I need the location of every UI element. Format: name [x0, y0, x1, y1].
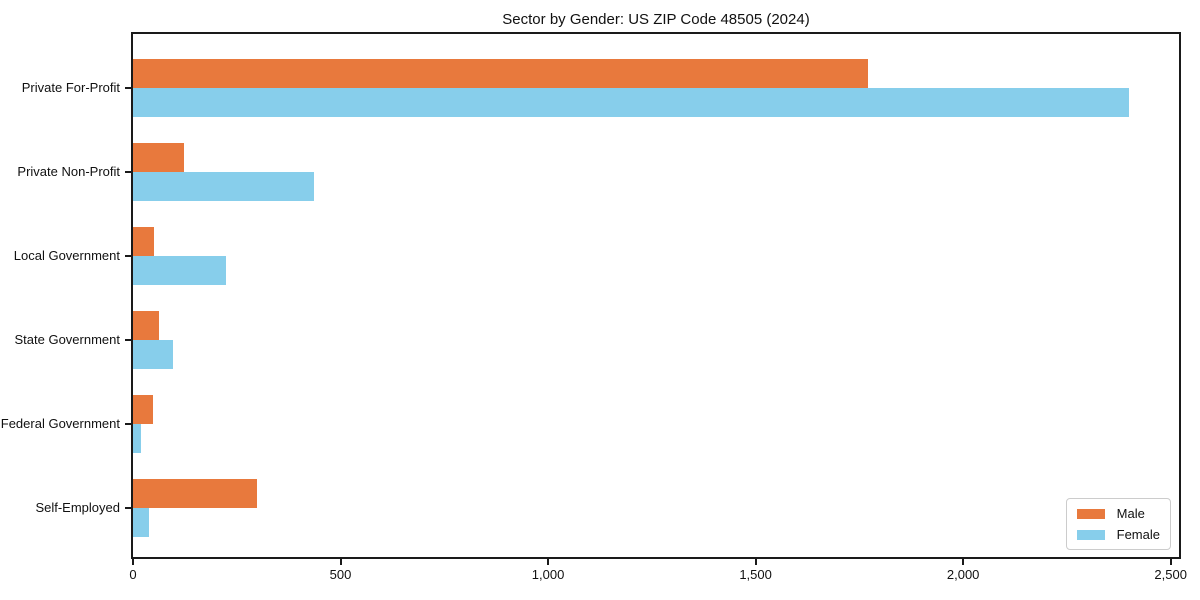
legend: Male Female [1065, 498, 1171, 550]
x-tick-label: 2,000 [946, 567, 980, 582]
x-tick-label: 1,000 [531, 567, 565, 582]
x-tick [132, 559, 134, 565]
y-tick [125, 423, 131, 425]
bar-female-4 [133, 340, 173, 369]
bar-male-1 [133, 59, 868, 88]
x-tick [1169, 559, 1172, 565]
category-label: State Government [14, 332, 121, 347]
bar-male-6 [133, 479, 257, 508]
y-tick [125, 339, 131, 341]
y-tick [125, 507, 131, 509]
category-label: Local Government [13, 248, 120, 263]
bar-male-5 [133, 395, 154, 424]
x-tick-label: 0 [129, 567, 137, 582]
y-tick [125, 171, 131, 173]
legend-entry-female: Female [1076, 527, 1160, 542]
y-tick [125, 87, 131, 89]
bar-female-3 [133, 256, 226, 285]
bar-female-5 [133, 424, 141, 453]
legend-swatch-male [1076, 508, 1105, 519]
x-tick [547, 559, 550, 565]
bar-female-6 [133, 508, 149, 537]
plot-area: Male Female [131, 32, 1181, 559]
legend-entry-male: Male [1076, 506, 1160, 521]
x-tick [754, 559, 757, 565]
category-label: Federal Government [0, 416, 120, 431]
bar-female-2 [133, 172, 315, 201]
bar-male-3 [133, 227, 154, 256]
x-tick [339, 559, 342, 565]
legend-swatch-female [1076, 529, 1105, 540]
bar-female-1 [133, 88, 1130, 117]
x-tick-label: 1,500 [739, 567, 772, 582]
legend-label: Female [1116, 527, 1160, 542]
bar-male-2 [133, 143, 185, 172]
x-tick-label: 2,500 [1154, 567, 1187, 582]
chart-title: Sector by Gender: US ZIP Code 48505 (202… [502, 11, 810, 28]
category-label: Private Non-Profit [17, 164, 120, 179]
bar-male-4 [133, 311, 160, 340]
x-tick-label: 500 [329, 567, 352, 582]
y-tick [125, 255, 131, 257]
legend-label: Male [1116, 506, 1145, 521]
category-label: Private For-Profit [21, 80, 120, 95]
category-label: Self-Employed [35, 500, 120, 515]
x-tick [962, 559, 965, 565]
